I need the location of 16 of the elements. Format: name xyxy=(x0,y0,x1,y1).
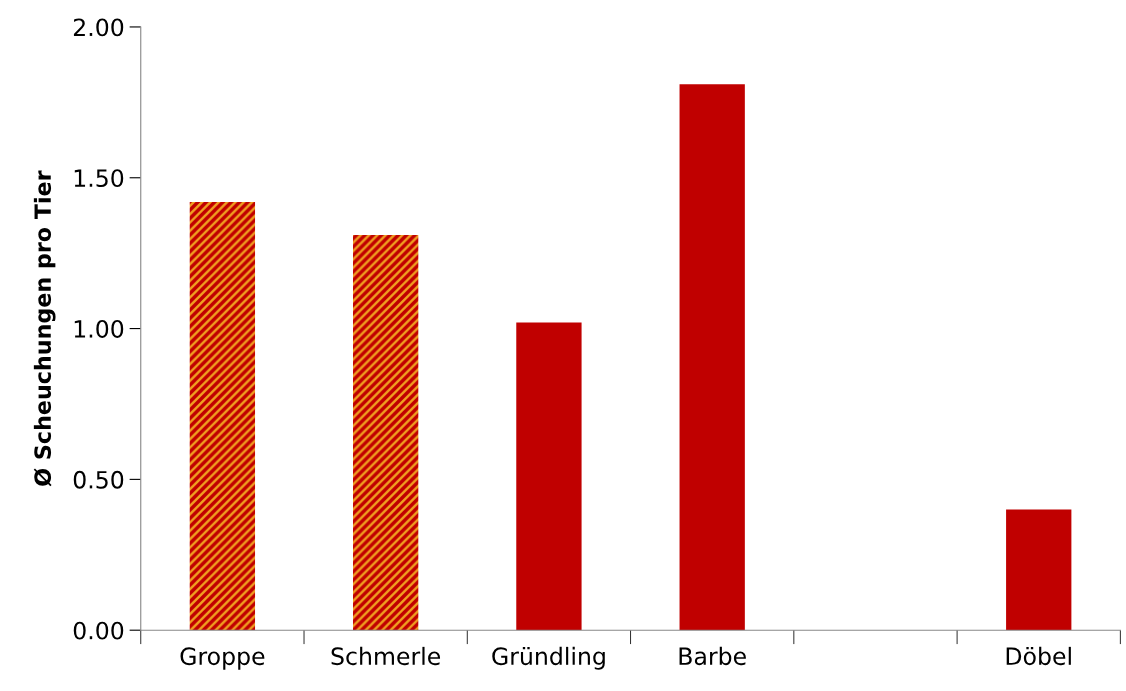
x-tick-label: Groppe xyxy=(180,647,265,670)
bar xyxy=(679,84,745,631)
x-tick-label: Schmerle xyxy=(331,646,441,666)
y-tick-label: 2.00 xyxy=(73,18,124,37)
bar xyxy=(353,235,419,631)
bar xyxy=(516,322,582,631)
bar xyxy=(1006,509,1072,631)
x-tick-label: Döbel xyxy=(1006,646,1071,666)
y-tick-label: 1.00 xyxy=(74,320,124,338)
y-tick-label: 0.00 xyxy=(73,621,124,640)
bar xyxy=(189,201,256,631)
x-tick-label: Barbe xyxy=(679,646,746,666)
y-tick-label: 0.50 xyxy=(73,470,124,489)
y-tick-label: 1.50 xyxy=(74,169,124,188)
x-tick-label: Gründling xyxy=(492,646,605,670)
y-axis-title: Ø Scheuchungen pro Tier xyxy=(33,170,56,487)
